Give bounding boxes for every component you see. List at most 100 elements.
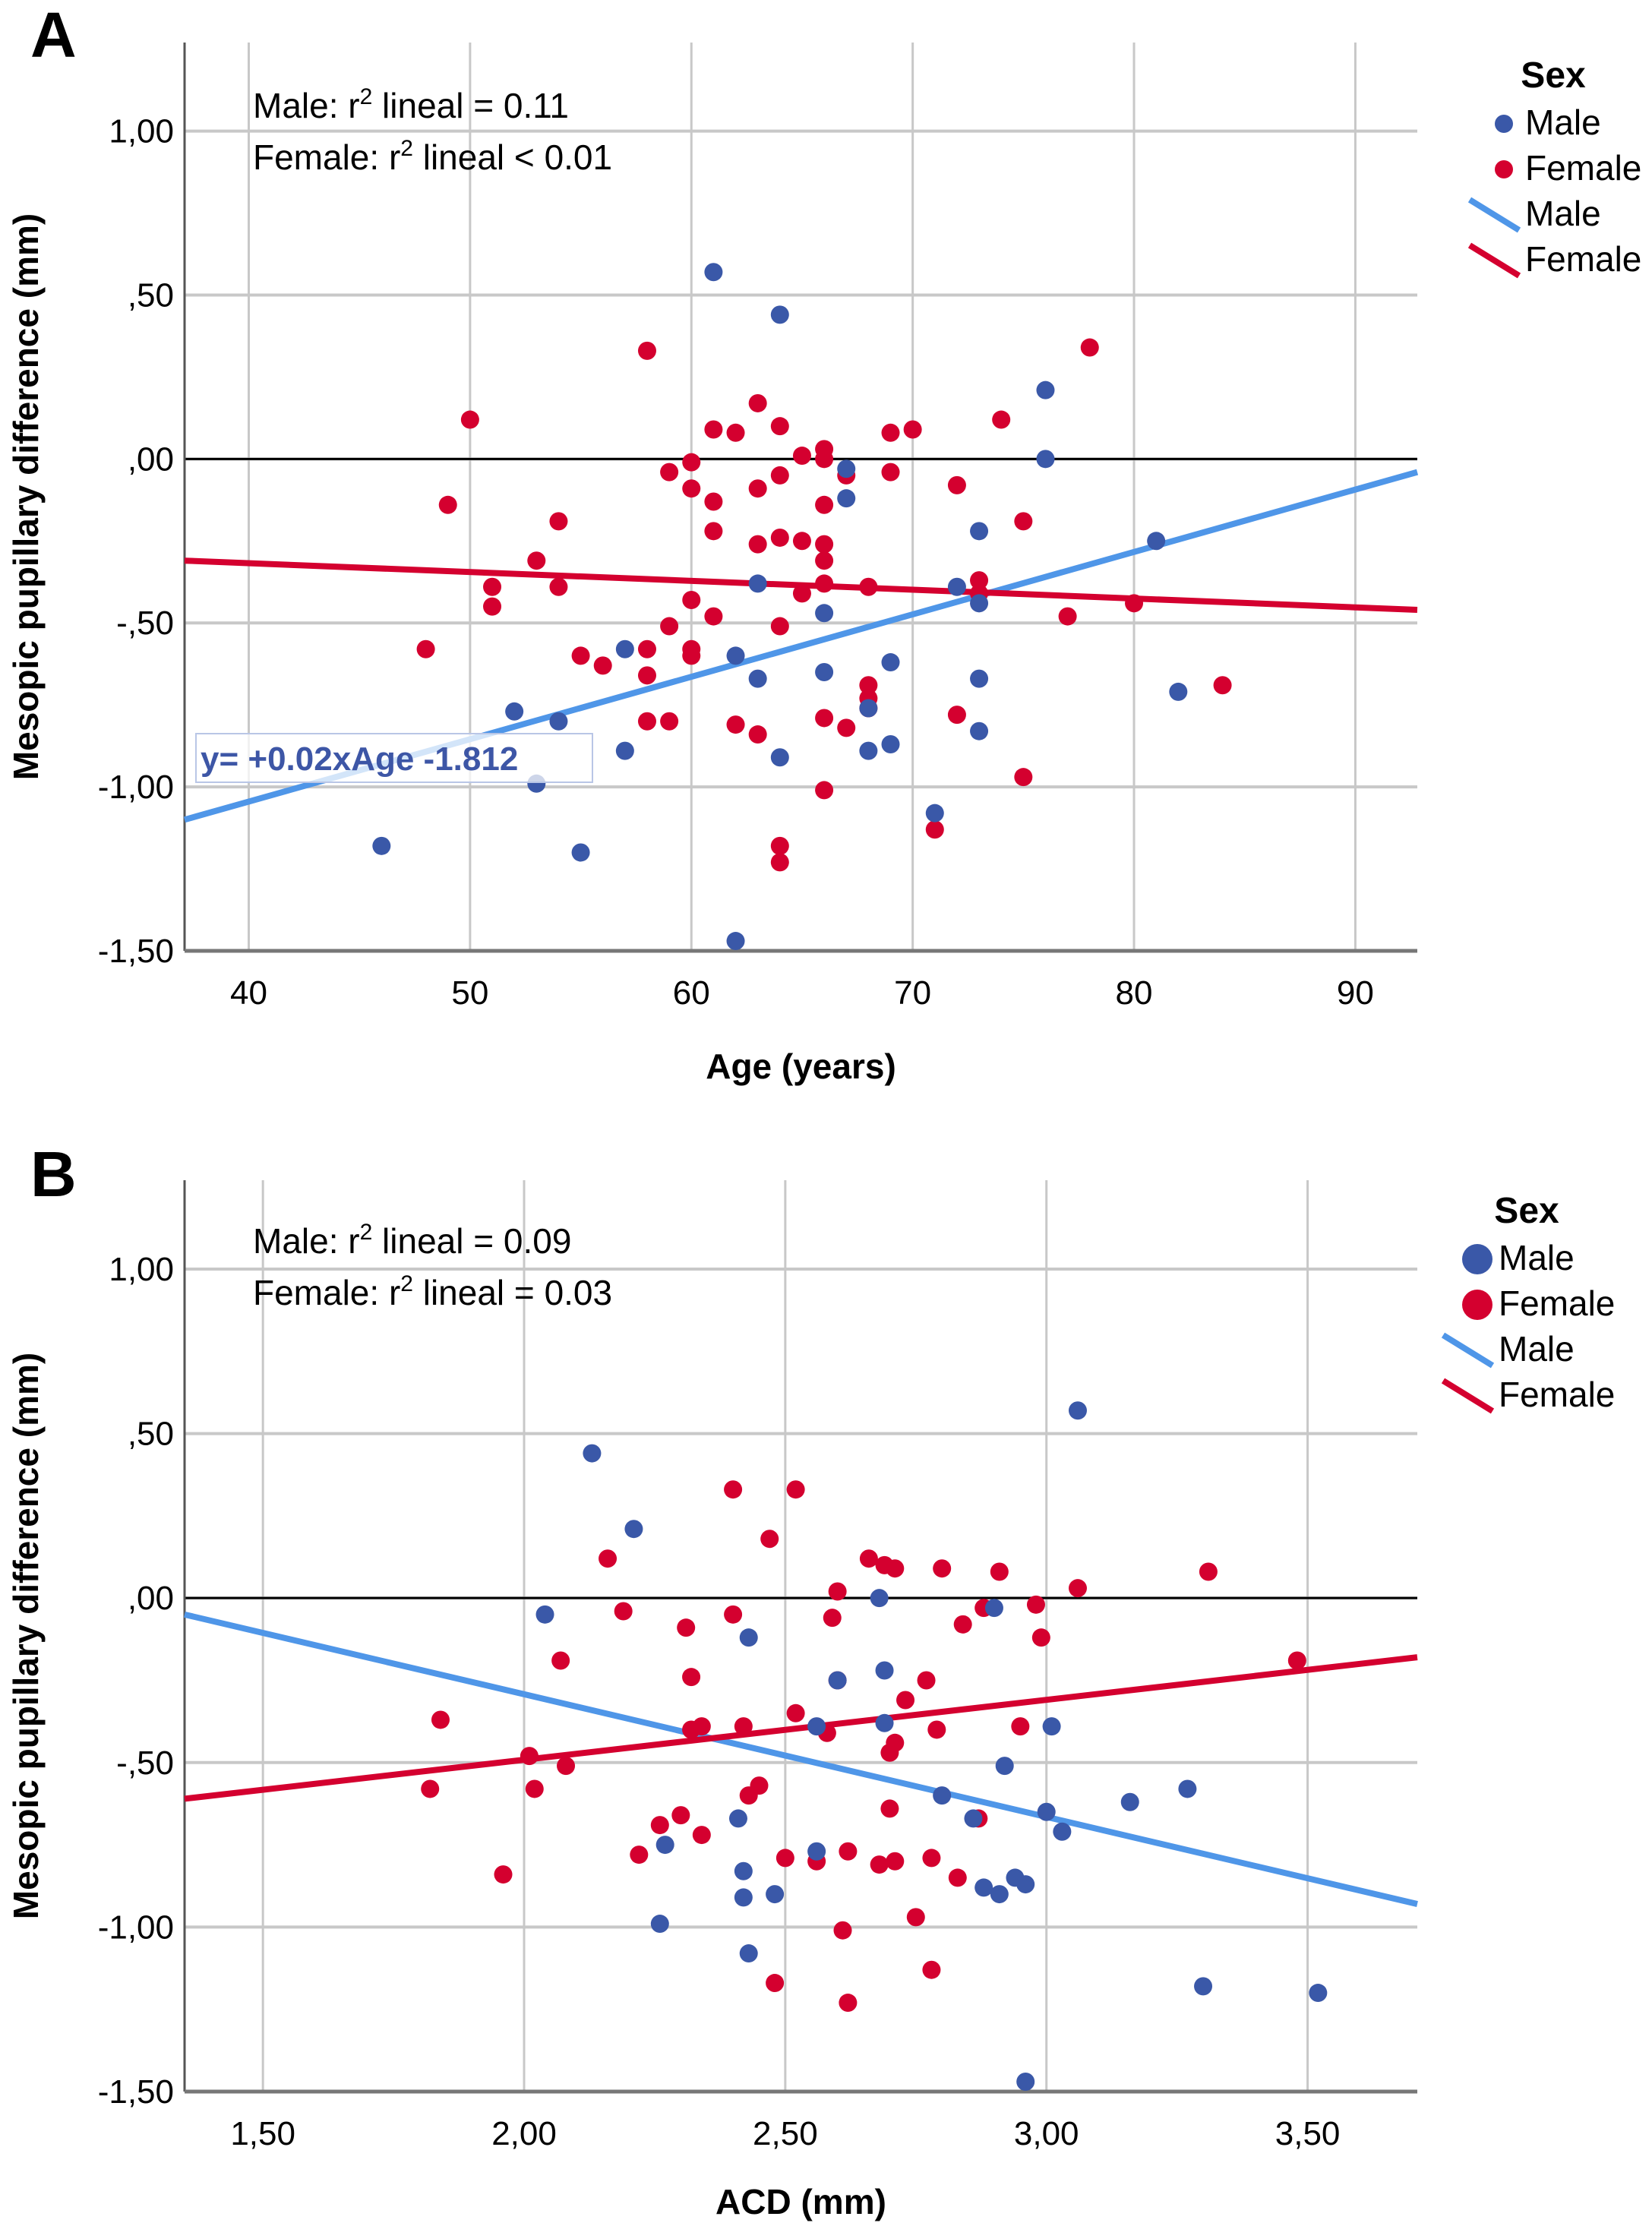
data-point-female (792, 447, 811, 466)
data-point-male (947, 577, 966, 596)
data-point-female (1014, 512, 1033, 531)
data-point-female (922, 1849, 941, 1868)
legend-marker-male-line (1441, 1332, 1495, 1369)
data-point-female (770, 528, 789, 547)
equation-label-box (195, 733, 593, 783)
data-point-male (875, 1661, 894, 1680)
x-tick-label: 50 (451, 974, 488, 1012)
data-point-female (551, 1651, 570, 1670)
data-point-male (615, 741, 634, 760)
y-tick-label: 1,00 (109, 1251, 174, 1288)
data-point-male (571, 843, 590, 862)
r-squared-annotation: Female: r2 lineal = 0.03 (253, 1271, 612, 1312)
x-tick-label: 40 (230, 974, 267, 1012)
y-tick-label: -,50 (116, 605, 174, 642)
data-point-male (770, 748, 789, 767)
data-point-male (535, 1605, 554, 1624)
data-point-female (770, 617, 789, 636)
data-point-female (815, 709, 834, 728)
data-point-female (1014, 768, 1033, 787)
data-point-female (881, 423, 900, 442)
data-point-male (549, 712, 568, 731)
data-point-male (925, 804, 944, 823)
data-point-male (1068, 1401, 1087, 1420)
data-point-male (1309, 1984, 1328, 2003)
data-point-female (927, 1720, 946, 1739)
data-point-female (828, 1582, 847, 1601)
legend-label: Male (1499, 1238, 1575, 1277)
data-point-male (1042, 1717, 1061, 1736)
data-point-female (726, 715, 745, 734)
data-point-female (1125, 594, 1144, 613)
data-point-female (614, 1602, 633, 1621)
data-point-female (770, 853, 789, 872)
data-point-male (984, 1599, 1003, 1618)
data-point-female (650, 1816, 669, 1835)
annotation-suffix: lineal = 0.03 (413, 1273, 612, 1312)
data-point-female (660, 712, 679, 731)
legend-marker-male-point (1462, 1244, 1492, 1274)
data-point-female (421, 1779, 440, 1798)
x-axis-title: ACD (mm) (715, 2182, 886, 2221)
legend-marker-male-line (1467, 197, 1521, 233)
data-point-female (483, 577, 502, 596)
legend-title: Sex (1494, 1191, 1559, 1231)
data-point-female (792, 532, 811, 551)
data-point-male (726, 646, 745, 665)
data-point-male (974, 1878, 993, 1897)
data-point-female (886, 1852, 905, 1871)
data-point-male (1169, 682, 1188, 701)
data-point-male (1037, 1802, 1056, 1821)
data-point-female (760, 1530, 779, 1549)
legend-marker-female-point (1462, 1290, 1492, 1320)
data-point-female (933, 1559, 952, 1578)
legend-label: Male (1525, 103, 1601, 142)
data-point-male (1036, 380, 1055, 399)
data-point-male (583, 1444, 602, 1463)
data-point-female (692, 1717, 711, 1736)
data-point-male (726, 932, 745, 951)
data-point-female (431, 1710, 450, 1729)
data-point-female (823, 1609, 842, 1628)
data-point-male (875, 1713, 894, 1732)
data-point-female (682, 591, 701, 610)
data-point-female (704, 522, 723, 541)
data-point-male (870, 1589, 889, 1608)
data-point-male (995, 1757, 1014, 1776)
data-point-female (460, 410, 479, 429)
data-point-male (815, 604, 834, 623)
data-point-male (766, 1885, 785, 1904)
data-point-female (839, 1842, 858, 1861)
data-point-male (728, 1809, 747, 1828)
data-point-female (886, 1559, 905, 1578)
annotation-prefix: Male: r (253, 1221, 360, 1261)
data-point-male (1194, 1977, 1213, 1996)
data-point-male (1053, 1822, 1072, 1841)
data-point-female (770, 417, 789, 436)
data-point-female (704, 420, 723, 439)
data-point-female (815, 574, 834, 593)
data-point-female (682, 646, 701, 665)
data-point-female (859, 1549, 878, 1568)
x-tick-label: 70 (894, 974, 931, 1012)
x-axis-title: Age (years) (706, 1047, 896, 1086)
data-point-male (770, 305, 789, 324)
y-tick-label: -1,00 (98, 1909, 174, 1946)
data-point-male (964, 1809, 983, 1828)
data-point-female (870, 1855, 889, 1874)
data-point-female (859, 577, 878, 596)
data-point-male (859, 699, 878, 718)
data-point-male (807, 1717, 826, 1736)
data-point-male (748, 574, 767, 593)
legend-marker-male-point (1495, 115, 1513, 133)
data-point-male (837, 489, 856, 508)
data-point-female (682, 479, 701, 498)
x-tick-label: 2,00 (491, 2115, 557, 2152)
data-point-female (637, 712, 656, 731)
r-squared-annotation: Male: r2 lineal = 0.09 (253, 1220, 571, 1261)
data-point-female (786, 1480, 805, 1499)
data-point-male (372, 836, 391, 855)
data-point-male (704, 263, 723, 282)
data-point-male (1147, 532, 1166, 551)
annotation-suffix: lineal < 0.01 (413, 137, 612, 177)
